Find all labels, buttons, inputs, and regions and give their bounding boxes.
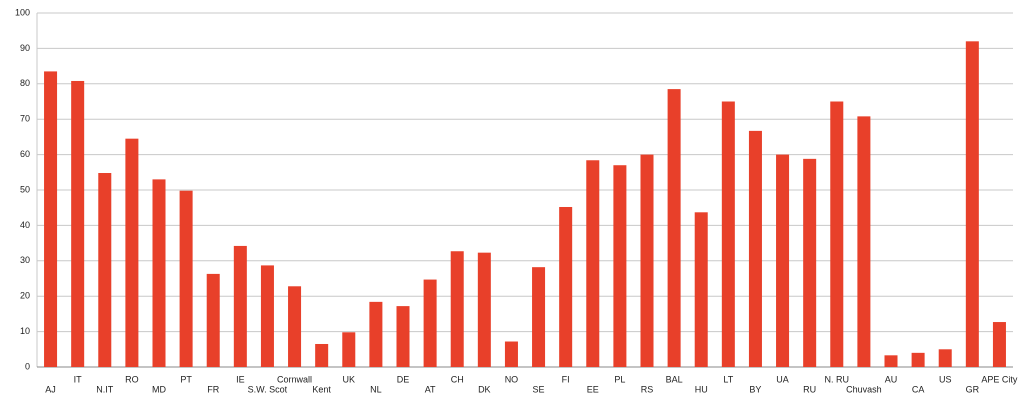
- bar: [477, 252, 491, 367]
- x-tick-label: NL: [370, 384, 382, 394]
- bar: [396, 306, 410, 367]
- bar: [667, 89, 681, 368]
- bar: [179, 190, 193, 367]
- bar: [884, 355, 898, 367]
- x-tick-label: N. RU: [825, 374, 850, 384]
- x-tick-label: EE: [587, 384, 599, 394]
- x-tick-label: APE City: [981, 374, 1018, 384]
- y-tick-label: 60: [20, 149, 30, 159]
- y-tick-label: 30: [20, 255, 30, 265]
- bar: [315, 343, 329, 367]
- bar: [613, 165, 627, 367]
- x-tick-label: AT: [425, 384, 436, 394]
- x-tick-label: RS: [641, 384, 654, 394]
- bar: [125, 138, 139, 367]
- x-tick-label: AJ: [45, 384, 56, 394]
- bar: [938, 349, 952, 367]
- x-tick-label: FI: [562, 374, 570, 384]
- x-tick-label: PT: [180, 374, 192, 384]
- bar: [504, 341, 518, 367]
- y-tick-label: 100: [15, 7, 30, 17]
- x-tick-label: IT: [74, 374, 83, 384]
- x-tick-label: Kent: [312, 384, 331, 394]
- y-tick-label: 90: [20, 43, 30, 53]
- x-tick-label: RO: [125, 374, 139, 384]
- x-tick-label: DK: [478, 384, 491, 394]
- x-tick-label: US: [939, 374, 952, 384]
- bar: [640, 154, 654, 367]
- x-tick-label: RU: [803, 384, 816, 394]
- bar: [206, 273, 220, 367]
- x-tick-label: MD: [152, 384, 166, 394]
- y-tick-label: 40: [20, 220, 30, 230]
- x-tick-label: BY: [749, 384, 761, 394]
- x-tick-label: GR: [966, 384, 980, 394]
- x-tick-label: NO: [505, 374, 519, 384]
- x-tick-label: SE: [533, 384, 545, 394]
- x-tick-label: UK: [343, 374, 356, 384]
- bar: [721, 101, 735, 367]
- bar: [260, 265, 274, 367]
- y-tick-label: 10: [20, 326, 30, 336]
- x-tick-label: N.IT: [96, 384, 114, 394]
- y-tick-label: 80: [20, 78, 30, 88]
- x-tick-label: AU: [885, 374, 898, 384]
- bar: [71, 80, 85, 367]
- x-tick-label: Chuvash: [846, 384, 882, 394]
- bar: [857, 116, 871, 367]
- x-tick-label: DE: [397, 374, 410, 384]
- y-tick-label: 70: [20, 114, 30, 124]
- bar: [450, 251, 464, 367]
- bar: [233, 245, 247, 367]
- bar: [992, 322, 1006, 367]
- bar: [98, 173, 112, 367]
- x-tick-label: HU: [695, 384, 708, 394]
- bar: [911, 352, 925, 367]
- bar: [694, 212, 708, 367]
- bar: [559, 206, 573, 367]
- x-tick-label: LT: [723, 374, 733, 384]
- x-tick-label: IE: [236, 374, 245, 384]
- x-tick-label: PL: [614, 374, 625, 384]
- bar: [586, 160, 600, 367]
- x-tick-label: CH: [451, 374, 464, 384]
- y-tick-label: 20: [20, 291, 30, 301]
- bar: [965, 41, 979, 367]
- bar: [532, 267, 546, 367]
- bar: [748, 130, 762, 367]
- x-tick-label: CA: [912, 384, 925, 394]
- bar: [803, 158, 817, 367]
- bar: [44, 71, 58, 367]
- y-tick-label: 50: [20, 184, 30, 194]
- x-tick-label: FR: [207, 384, 219, 394]
- bar: [776, 154, 790, 367]
- bar: [830, 101, 844, 367]
- bar: [342, 332, 356, 367]
- y-tick-label: 0: [25, 361, 30, 371]
- x-tick-label: UA: [776, 374, 789, 384]
- bar: [288, 286, 302, 367]
- x-tick-label: Cornwall: [277, 374, 312, 384]
- bar: [369, 301, 383, 367]
- x-tick-label: S.W. Scot: [248, 384, 288, 394]
- x-tick-label: BAL: [666, 374, 683, 384]
- bar: [423, 279, 437, 367]
- bar: [152, 179, 166, 367]
